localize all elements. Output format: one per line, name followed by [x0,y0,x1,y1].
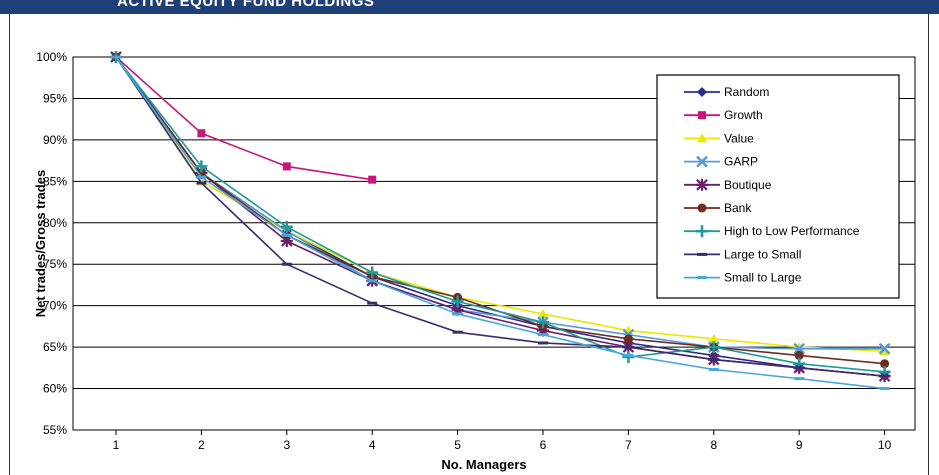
x-tick-label: 10 [878,438,892,452]
series-point [707,341,720,354]
legend-item: Random [684,85,769,99]
frame-border-left [9,14,10,475]
x-ticks: 1 2 3 4 5 6 7 8 9 10 [113,430,892,452]
series-point [697,87,707,97]
frame-border-right [928,14,929,475]
series-point [538,308,548,318]
series-point [708,333,719,343]
series-point [282,162,291,171]
series-line [115,56,373,181]
y-axis-title: Net trades/Gross trades [33,170,48,317]
y-tick-label: 95% [43,91,67,105]
legend-label: Boutique [724,178,772,192]
y-tick-label: 90% [43,133,67,147]
y-tick-label: 60% [43,382,67,396]
series-point [623,334,633,344]
y-tick-label: 70% [43,299,67,313]
legend-item: Small to Large [684,271,802,285]
legend-label: Small to Large [724,271,802,285]
series-group [110,51,891,391]
y-tick-labels: 55% 60% 65% 70% 75% 80% 85% 90% 95% 100% [36,50,67,437]
series-point [793,342,806,355]
series-point [366,266,379,279]
plot-area-border [72,56,916,431]
series-point [537,316,549,329]
legend-label: Large to Small [724,247,801,261]
series-point [280,235,293,248]
series-growth [112,53,377,184]
series-point [622,351,635,364]
series-line [115,56,885,373]
legend-label: Bank [724,201,752,215]
series-point [696,178,708,191]
x-tick-label: 2 [198,438,205,452]
y-tick-label: 55% [43,423,67,437]
x-tick-label: 7 [625,438,632,452]
legend-item: High to Low Performance [684,224,860,238]
legend: Random Growth Value GARP Boutique Bank High to… [656,74,900,299]
legend-item: Growth [684,108,763,122]
series-line [115,56,885,390]
y-tick-label: 85% [43,174,67,188]
x-tick-label: 6 [540,438,547,452]
series-point [697,133,707,143]
y-tick-label: 100% [36,50,67,64]
series-point [696,225,708,238]
y-tick-label: 80% [43,216,67,230]
legend-label: Value [724,131,754,145]
series-point [696,155,708,168]
series-point [280,220,293,233]
series-point [880,359,890,369]
series-point [697,203,707,213]
legend-item: Boutique [684,178,772,192]
series-small-to-large [111,55,890,391]
x-tick-label: 3 [283,438,290,452]
series-point [368,175,377,184]
series-line [115,56,885,377]
header-banner: ACTIVE EQUITY FUND HOLDINGS [0,0,939,14]
x-tick-label: 4 [369,438,376,452]
legend-label: High to Low Performance [724,224,860,238]
legend-label: Random [724,85,769,99]
y-tick-label: 65% [43,340,67,354]
legend-item: Value [684,131,754,145]
x-tick-label: 1 [113,438,120,452]
series-point [878,342,891,355]
series-point [195,160,208,173]
legend-box [656,74,900,299]
legend-label: Growth [724,108,763,122]
x-tick-label: 5 [454,438,461,452]
y-tick-label: 75% [43,257,67,271]
x-tick-label: 8 [710,438,717,452]
x-tick-label: 9 [796,438,803,452]
x-axis-title: No. Managers [441,457,526,472]
series-point [197,129,206,138]
series-point [451,303,464,316]
series-point [794,350,804,360]
legend-item: GARP [684,155,758,169]
legend-item: Large to Small [684,247,801,261]
header-title: ACTIVE EQUITY FUND HOLDINGS [117,0,375,10]
legend-item: Bank [684,201,752,215]
series-point [451,295,464,308]
series-line [115,56,885,350]
series-point [698,111,706,120]
legend-label: GARP [724,155,758,169]
